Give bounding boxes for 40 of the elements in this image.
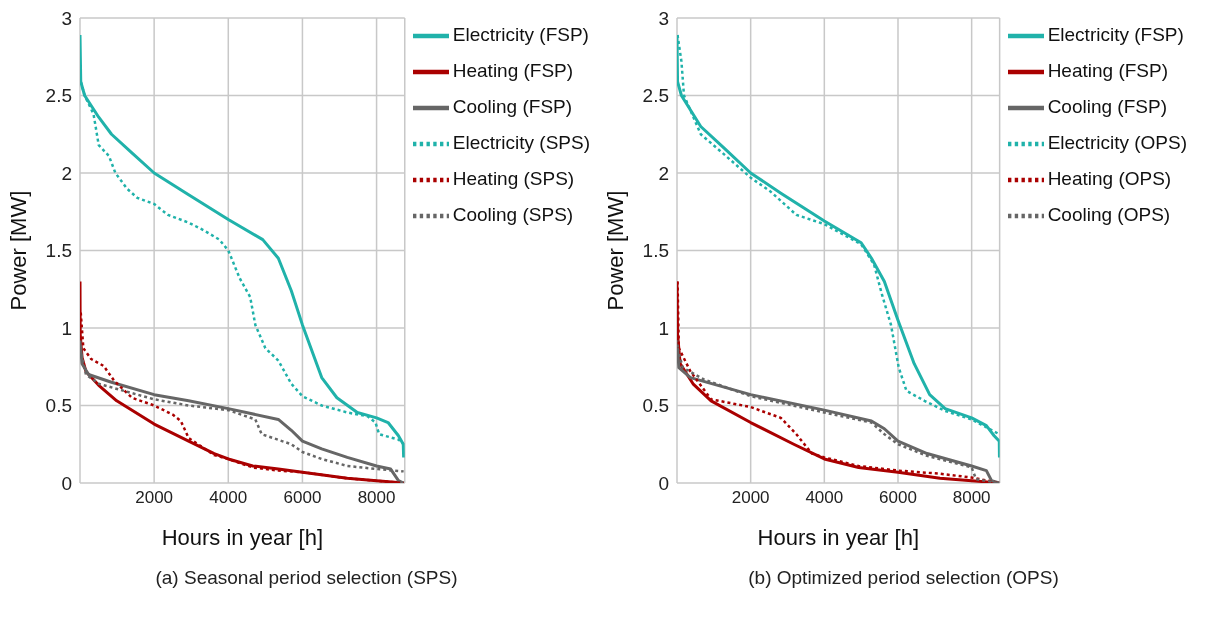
y-tick-label: 3: [61, 7, 72, 29]
legend-label: Heating (OPS): [1047, 168, 1172, 190]
legend-label: Cooling (SPS): [452, 204, 574, 226]
x-tick-label: 8000: [952, 488, 991, 508]
x-tick-label: 8000: [357, 488, 396, 508]
y-tick-label: 2: [658, 162, 669, 184]
x-tick-label: 2000: [731, 488, 770, 508]
y-tick-label: 0: [61, 472, 72, 494]
y-tick-label: 2.5: [642, 85, 669, 107]
text: (a) Seasonal period selection (SPS): [154, 567, 459, 589]
y-tick-label: 3: [658, 7, 669, 29]
y-axis-title: Power [MW]: [5, 190, 31, 311]
y-tick-label: 0: [658, 472, 669, 494]
x-tick-label: 2000: [135, 488, 174, 508]
legend-label: Heating (FSP): [1047, 60, 1169, 82]
y-axis-title: Power [MW]: [602, 190, 628, 311]
legend-label: Cooling (FSP): [1047, 96, 1167, 118]
x-tick-label: 6000: [283, 488, 322, 508]
legend-label: Cooling (OPS): [1047, 204, 1171, 226]
legend-label: Electricity (OPS): [1047, 132, 1187, 154]
x-axis-title: Hours in year [h]: [161, 525, 324, 550]
x-tick-label: 4000: [805, 488, 844, 508]
x-tick-label: 6000: [879, 488, 917, 508]
y-tick-label: 2.5: [45, 85, 72, 107]
legend-label: Electricity (FSP): [452, 24, 589, 46]
y-tick-label: 0.5: [642, 395, 669, 417]
legend-label: Heating (FSP): [452, 60, 574, 82]
y-tick-label: 1: [658, 317, 669, 339]
x-axis-title: Hours in year [h]: [757, 525, 920, 550]
legend-label: Cooling (FSP): [452, 96, 573, 118]
x-tick-label: 4000: [209, 488, 248, 508]
y-tick-label: 0.5: [45, 395, 72, 417]
text: (b) Optimized period selection (OPS): [747, 567, 1060, 589]
y-tick-label: 1.5: [45, 240, 72, 262]
y-tick-label: 1: [61, 317, 72, 339]
legend-label: Electricity (SPS): [452, 132, 590, 154]
legend-label: Heating (SPS): [452, 168, 575, 190]
legend-label: Electricity (FSP): [1047, 24, 1184, 46]
y-tick-label: 1.5: [642, 240, 669, 262]
y-tick-label: 2: [61, 162, 72, 184]
